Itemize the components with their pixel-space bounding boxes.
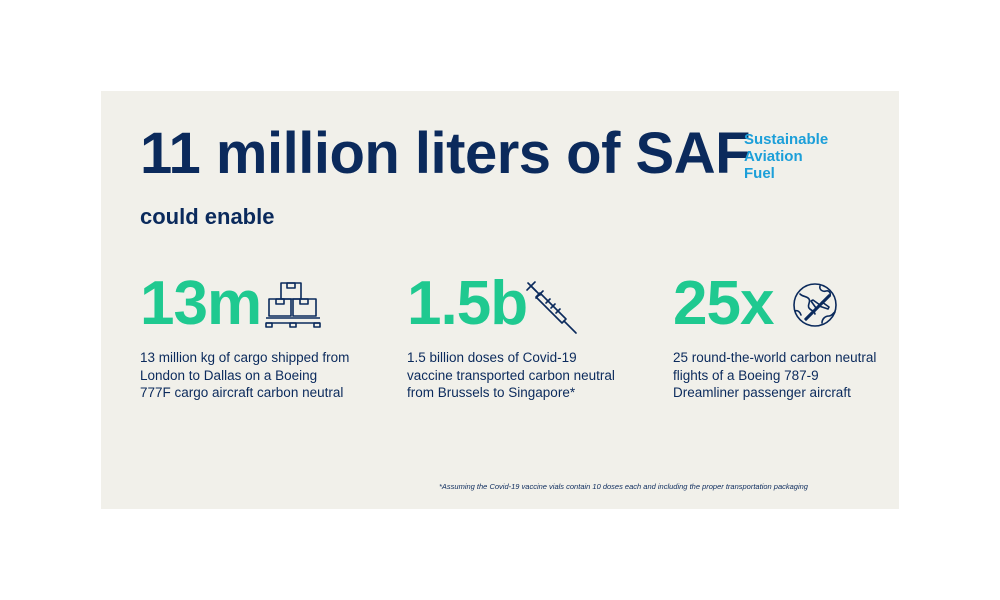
stat-value: 1.5b: [407, 269, 528, 338]
stat-description: 1.5 billion doses of Covid-19 vaccine tr…: [407, 350, 615, 400]
globe-plane-icon: [793, 283, 837, 327]
saf-definition: Sustainable Aviation Fuel: [744, 131, 828, 182]
saf-definition-line: Fuel: [744, 165, 775, 182]
stat-value: 13m: [140, 269, 262, 338]
saf-definition-line: Sustainable: [744, 131, 829, 148]
saf-definition-line: Aviation: [744, 148, 803, 165]
syringe-icon: [526, 281, 577, 334]
subheadline: could enable: [140, 204, 275, 229]
infographic-panel: 11 million liters of SAF Sustainable Avi…: [101, 91, 899, 509]
stat-description: 25 round-the-world carbon neutral flight…: [673, 350, 877, 400]
stat-description: 13 million kg of cargo shipped from Lond…: [140, 350, 350, 400]
headline: 11 million liters of SAF: [140, 121, 751, 186]
footnote: *Assuming the Covid-19 vaccine vials con…: [439, 482, 808, 491]
cargo-pallet-icon: [265, 282, 321, 328]
stat-value: 25x: [673, 269, 774, 338]
